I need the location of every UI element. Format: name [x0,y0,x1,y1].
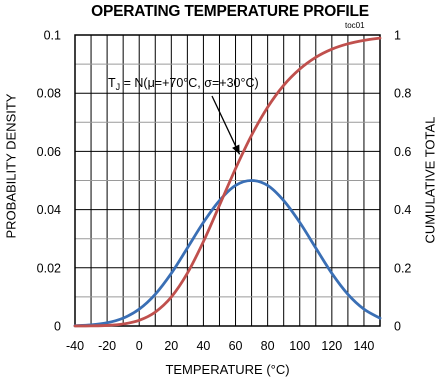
y-tick-label-left: 0.02 [37,261,61,275]
plot-frame [74,34,381,327]
annotation-label: TJ = N(μ=+70°C, σ=+30°C) [108,76,259,92]
y-tick-label-right: 0 [394,320,401,334]
x-tick-label: 100 [289,339,310,353]
grid-lines [74,34,381,327]
y-tick-label-left: 0 [54,320,61,334]
x-tick-label: 140 [354,339,375,353]
x-tick-label: -20 [98,339,116,353]
x-tick-label: 0 [136,339,143,353]
cumulative-total-line [73,36,382,328]
x-tick-label: 80 [261,339,275,353]
y-tick-label-right: 0.6 [394,145,411,159]
x-tick-label: 120 [321,339,342,353]
figure-code: toc01 [345,21,365,30]
y-tick-label-left: 0.04 [37,203,61,217]
y-tick-label-right: 0.8 [394,87,411,101]
y-tick-label-right: 1 [394,29,401,43]
y-tick-label-left: 0.1 [44,29,61,43]
chart-title: OPERATING TEMPERATURE PROFILE [91,3,369,20]
series-lines [73,36,382,328]
x-tick-label: 40 [196,339,210,353]
annotation-arrow-line [211,95,241,155]
y-tick-label-right: 0.4 [394,203,411,217]
x-axis-label: TEMPERATURE (°C) [165,362,290,377]
probability-density-line [73,179,382,328]
x-tick-label: 20 [164,339,178,353]
y-tick-label-left: 0.06 [37,145,61,159]
x-tick-label: -40 [66,339,84,353]
annotation: TJ = N(μ=+70°C, σ=+30°C) [108,76,259,155]
annotation-arrow-head [232,144,240,155]
tick-labels: -40 -20 0 20 40 60 80 100 120 140 0 0.02 0.04 0.06 0.0… [37,29,412,354]
y-tick-label-right: 0.2 [394,261,411,275]
y-tick-label-left: 0.08 [37,87,61,101]
x-tick-label: 60 [229,339,243,353]
